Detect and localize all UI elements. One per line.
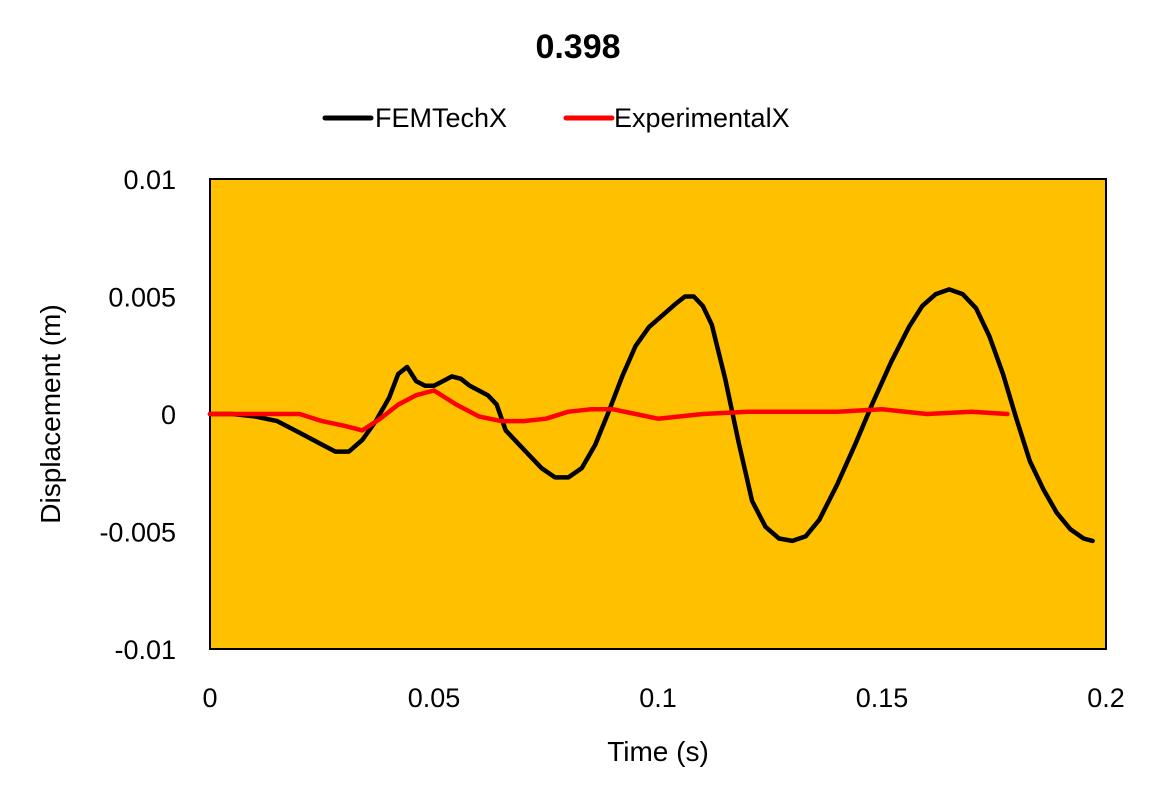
series-line-femtechx: [207, 287, 1095, 544]
y-tick-label: 0.01: [123, 165, 176, 195]
x-tick-labels: 0 0.05 0.1 0.15 0.2: [202, 683, 1124, 713]
series-layer: [207, 287, 1095, 544]
plot-area: [209, 178, 1107, 650]
y-tick-labels: -0.01 -0.005 0 0.005 0.01: [99, 165, 176, 665]
x-tick-label: 0.1: [639, 683, 677, 713]
x-tick-label: 0: [202, 683, 217, 713]
y-tick-label: -0.01: [114, 635, 176, 665]
y-axis-label: Displacement (m): [35, 304, 66, 523]
x-axis-label: Time (s): [607, 736, 709, 767]
x-tick-label: 0.05: [408, 683, 461, 713]
legend-label-experimentalx: ExperimentalX: [614, 103, 790, 133]
x-tick-label: 0.15: [856, 683, 909, 713]
series-line-experimentalx: [207, 388, 1010, 433]
x-tick-label: 0.2: [1087, 683, 1125, 713]
y-tick-label: 0.005: [108, 283, 176, 313]
chart-title: 0.398: [535, 28, 620, 66]
y-tick-label: -0.005: [99, 518, 176, 548]
legend: FEMTechX ExperimentalX: [322, 103, 790, 133]
legend-label-femtechx: FEMTechX: [375, 103, 507, 133]
y-tick-label: 0: [161, 400, 176, 430]
